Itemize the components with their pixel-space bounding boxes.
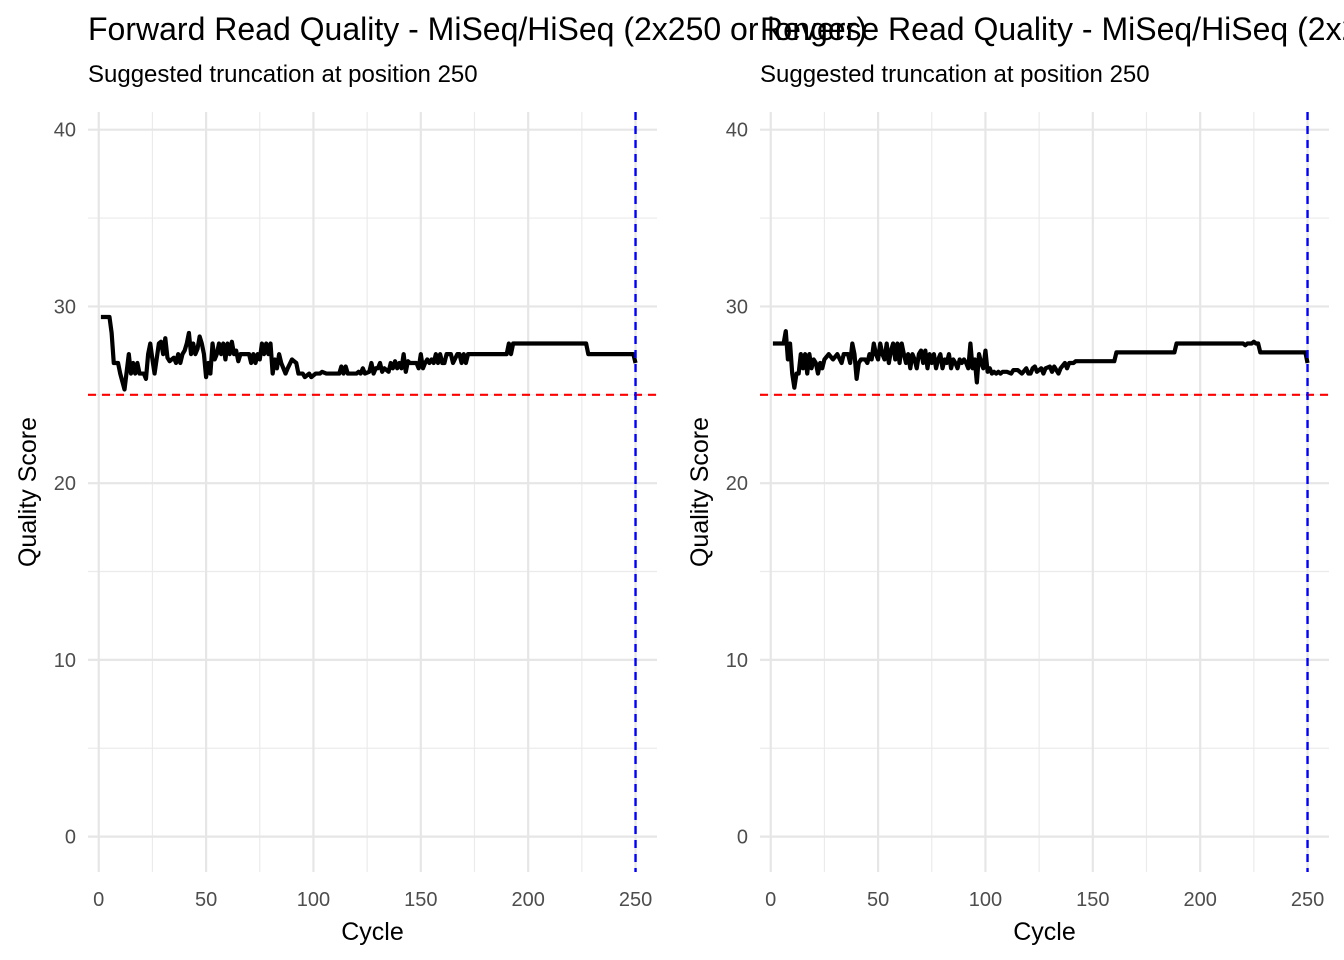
chart-panel-2: 0 50 100 150 200 250 0 10 20 30 40 Cycle Quality Sco… (686, 61, 1329, 946)
x-tick-label: 50 (867, 889, 889, 911)
x-tick-label: 100 (297, 889, 330, 911)
y-tick-label: 10 (726, 650, 748, 672)
y-tick-label: 0 (737, 827, 748, 849)
y-tick-label: 0 (65, 827, 76, 849)
x-tick-label: 0 (765, 889, 776, 911)
x-tick-label: 50 (195, 889, 217, 911)
x-axis-title: Cycle (341, 918, 404, 946)
chart-title: Reverse Read Quality - MiSeq/HiSeq (2x25… (760, 11, 1344, 47)
quality-series-line (100, 314, 638, 392)
y-axis-title: Quality Score (14, 417, 42, 567)
chart-subtitle: Suggested truncation at position 250 (760, 61, 1150, 88)
x-tick-label: 200 (1183, 889, 1216, 911)
x-tick-label: 250 (1291, 889, 1324, 911)
x-tick-label: 150 (1076, 889, 1109, 911)
x-tick-label: 250 (619, 889, 652, 911)
y-tick-label: 40 (54, 120, 76, 142)
y-tick-label: 10 (54, 650, 76, 672)
x-tick-label: 100 (969, 889, 1002, 911)
x-tick-label: 0 (93, 889, 104, 911)
y-axis-title: Quality Score (686, 417, 714, 567)
y-tick-label: 40 (726, 120, 748, 142)
y-tick-label: 20 (726, 473, 748, 495)
quality-series-line (772, 329, 1310, 390)
chart-panel-1: 0 50 100 150 200 250 0 10 20 30 40 Cycle Quality Sco… (14, 61, 657, 946)
x-tick-label: 200 (511, 889, 544, 911)
chart-subtitle: Suggested truncation at position 250 (88, 61, 478, 88)
y-tick-label: 30 (726, 296, 748, 318)
chart-title: Forward Read Quality - MiSeq/HiSeq (2x25… (88, 11, 867, 47)
x-tick-label: 150 (404, 889, 437, 911)
y-tick-label: 30 (54, 296, 76, 318)
y-tick-label: 20 (54, 473, 76, 495)
x-axis-title: Cycle (1013, 918, 1076, 946)
